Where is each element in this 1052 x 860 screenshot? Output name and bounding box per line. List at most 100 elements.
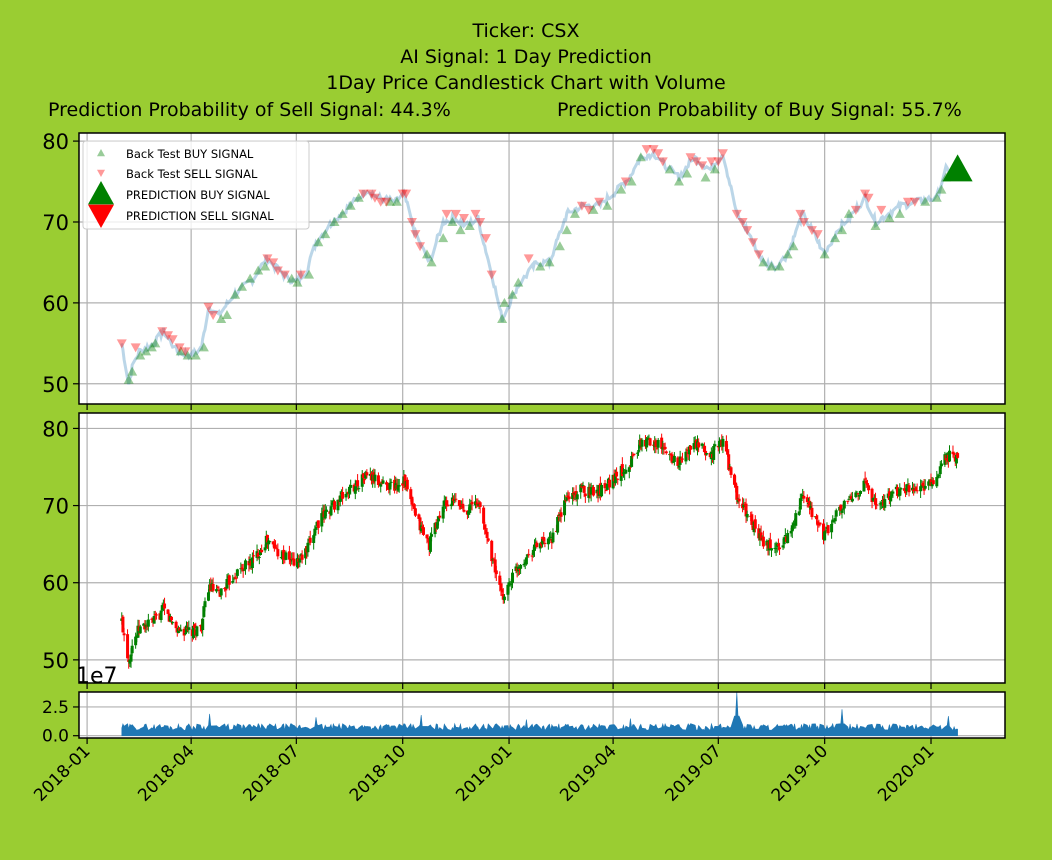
candle-body xyxy=(276,549,280,557)
candle-body xyxy=(146,619,150,627)
backtest-buy-marker xyxy=(286,273,297,283)
candle-body xyxy=(308,537,312,543)
candle-body xyxy=(154,614,158,616)
candle-body xyxy=(507,582,511,587)
candle-body xyxy=(435,522,439,529)
candle-body xyxy=(914,487,918,491)
candle-body xyxy=(912,488,916,492)
candle-body xyxy=(923,486,927,489)
price-panel-border xyxy=(78,412,1006,684)
backtest-sell-marker xyxy=(180,347,191,357)
candle-body xyxy=(724,440,728,452)
candle-body xyxy=(195,626,199,636)
backtest-sell-marker xyxy=(742,226,753,236)
candle-body xyxy=(883,499,887,508)
candle-body xyxy=(790,525,794,532)
candle-body xyxy=(242,569,246,571)
y-tick-label: 50 xyxy=(42,649,69,673)
backtest-sell-marker xyxy=(902,197,913,207)
backtest-sell-marker xyxy=(594,197,605,207)
candle-body xyxy=(397,485,401,487)
legend-marker xyxy=(88,181,114,205)
backtest-buy-marker xyxy=(426,257,437,267)
candle-body xyxy=(418,517,422,531)
candle-body xyxy=(920,484,924,488)
candle-body xyxy=(300,554,304,560)
candle-body xyxy=(769,548,773,551)
candle-body xyxy=(816,521,820,526)
candle-body xyxy=(839,504,843,512)
candle-body xyxy=(692,443,696,450)
candle-body xyxy=(676,457,680,466)
candle-body xyxy=(938,466,942,475)
candle-body xyxy=(656,439,660,448)
candle-body xyxy=(422,527,426,535)
legend-label: Back Test SELL SIGNAL xyxy=(126,167,258,181)
candle-body xyxy=(410,496,414,505)
legend-box xyxy=(82,140,310,230)
candle-body xyxy=(425,534,429,539)
backtest-sell-marker xyxy=(863,193,874,203)
candle-body xyxy=(805,497,809,503)
candle-body xyxy=(840,510,844,513)
x-tick-label: 2018-07 xyxy=(240,741,304,805)
backtest-sell-marker xyxy=(450,209,461,219)
candle-body xyxy=(295,558,299,568)
legend-label: Back Test BUY SIGNAL xyxy=(126,147,254,161)
candle-body xyxy=(954,454,958,464)
x-tick-label: 2020-01 xyxy=(874,741,938,805)
candle-body xyxy=(834,510,838,517)
candle-body xyxy=(437,516,441,522)
candle-body xyxy=(160,605,164,611)
candle-body xyxy=(535,542,539,548)
candle-body xyxy=(632,453,636,456)
backtest-buy-marker xyxy=(455,225,466,235)
candle-body xyxy=(438,515,442,518)
candle-body xyxy=(430,534,434,537)
candle-body xyxy=(381,480,385,484)
candle-body xyxy=(781,545,785,548)
candle-body xyxy=(915,490,919,492)
candle-body xyxy=(363,479,367,481)
candle-body xyxy=(774,547,778,550)
candle-body xyxy=(379,483,383,487)
backtest-sell-marker xyxy=(375,197,386,207)
backtest-buy-marker xyxy=(438,233,449,243)
candle-body xyxy=(583,493,587,497)
candle-body xyxy=(122,633,126,636)
candle-body xyxy=(907,485,911,493)
backtest-buy-marker xyxy=(616,184,627,194)
y-tick-label: 80 xyxy=(42,130,69,154)
candle-body xyxy=(292,558,296,566)
candle-body xyxy=(902,488,906,491)
y-tick-label: 0.0 xyxy=(42,727,69,747)
x-tick-label: 2019-07 xyxy=(661,741,725,805)
candle-body xyxy=(506,584,510,595)
candle-body xyxy=(323,510,327,519)
candle-body xyxy=(166,609,170,614)
backtest-buy-marker xyxy=(141,346,152,356)
backtest-sell-marker xyxy=(475,217,486,227)
backtest-sell-marker xyxy=(706,157,717,167)
backtest-sell-marker xyxy=(697,161,708,171)
y-tick-label: 70 xyxy=(42,211,69,235)
candle-body xyxy=(426,538,430,540)
candle-body xyxy=(727,454,731,470)
backtest-sell-marker xyxy=(157,327,168,337)
backtest-sell-marker xyxy=(691,157,702,167)
candle-body xyxy=(483,524,487,530)
candle-body xyxy=(864,480,868,484)
candle-body xyxy=(810,507,814,518)
candle-body xyxy=(655,448,659,450)
candle-body xyxy=(486,538,490,541)
candle-body xyxy=(130,645,134,654)
backtest-buy-marker xyxy=(135,350,146,360)
candle-body xyxy=(898,489,902,496)
candle-body xyxy=(260,549,264,553)
backtest-buy-marker xyxy=(499,297,510,307)
candle-body xyxy=(234,577,238,579)
candle-body xyxy=(458,504,462,507)
backtest-buy-marker xyxy=(464,221,475,231)
